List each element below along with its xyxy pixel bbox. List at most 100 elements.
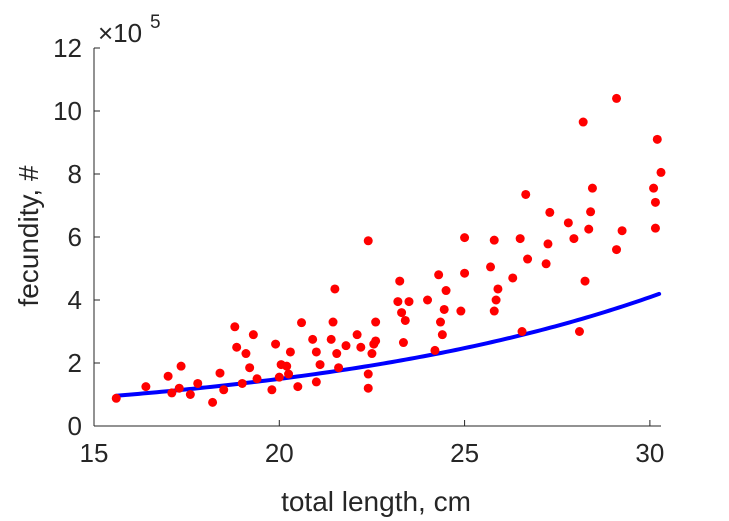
data-point [163,371,173,381]
data-point [219,385,229,395]
y-tick-label: 8 [68,159,82,189]
data-point [111,393,121,403]
data-point [330,284,340,294]
data-point [393,297,403,307]
data-point [232,342,242,352]
data-point [274,372,284,382]
data-point [334,363,344,373]
data-point [241,349,251,359]
data-point [563,218,573,228]
data-point [441,286,451,296]
data-point [580,276,590,286]
data-point [521,189,531,199]
data-point [363,369,373,379]
y-tick-label: 0 [68,411,82,441]
data-point [282,361,292,371]
data-point [285,347,295,357]
data-point [398,338,408,348]
data-point [649,183,659,193]
data-point [517,327,527,336]
y-scale-factor: ×10 5 [98,12,161,48]
data-point [371,336,381,346]
data-point [248,330,258,340]
data-point [297,318,307,328]
data-point [434,270,444,280]
y-axis-label: fecundity, # [13,165,44,307]
data-point [574,327,584,336]
data-point [491,295,501,305]
data-point [656,167,666,177]
data-point [437,330,447,340]
data-point [271,339,281,349]
data-point [543,239,553,249]
data-point [456,306,466,316]
data-point [439,304,449,314]
x-tick-label: 20 [265,438,294,468]
data-point [486,262,496,272]
data-point [569,234,579,244]
data-point [578,117,588,127]
data-point [176,361,186,371]
data-point [284,369,294,379]
data-point [311,347,321,357]
data-point [523,254,533,264]
data-point [489,235,499,245]
data-point [395,276,405,286]
y-scale-factor-base: ×10 [98,18,142,48]
data-point [363,383,373,393]
data-point [245,363,255,373]
data-point [584,224,594,234]
data-point [430,345,440,355]
data-point [650,197,660,207]
fit-curve-layer [114,291,662,398]
data-point [489,306,499,316]
data-point [315,360,325,370]
data-point [215,368,225,378]
tick-layer: 15 20 25 30 0 2 4 6 8 10 12 [53,33,664,468]
data-point [400,315,410,325]
x-tick-label: 30 [635,438,664,468]
data-point [612,245,622,255]
y-tick-label: 12 [53,33,82,63]
data-point [356,342,366,352]
y-tick-label: 4 [68,285,82,315]
fit-curve [114,291,662,398]
data-point [208,397,218,407]
data-point [423,295,433,305]
data-point [460,233,470,243]
data-point [367,349,377,359]
data-point [397,308,407,318]
data-point [541,259,551,269]
data-point [141,382,151,392]
data-point [326,334,336,344]
data-point [586,207,596,217]
data-point [508,273,518,283]
data-point [311,377,321,387]
data-point [237,378,247,388]
y-tick-label: 2 [68,348,82,378]
data-point [436,317,445,327]
x-tick-label: 25 [450,438,479,468]
data-point [650,223,660,233]
data-point [652,134,662,144]
y-tick-label: 6 [68,222,82,252]
data-point [167,388,177,398]
data-point [293,382,303,392]
y-scale-factor-exponent: 5 [150,12,161,33]
x-tick-label: 15 [80,438,109,468]
data-point [404,297,414,307]
data-point [332,349,342,359]
y-tick-label: 10 [53,96,82,126]
data-point [230,322,240,332]
data-point [174,383,184,393]
data-point [193,378,203,388]
data-point [363,236,373,246]
data-point [545,207,555,217]
data-point [460,268,470,278]
data-point [252,374,262,384]
data-point [308,334,318,344]
data-point [493,284,503,294]
data-point [612,93,622,103]
data-point [371,317,381,327]
